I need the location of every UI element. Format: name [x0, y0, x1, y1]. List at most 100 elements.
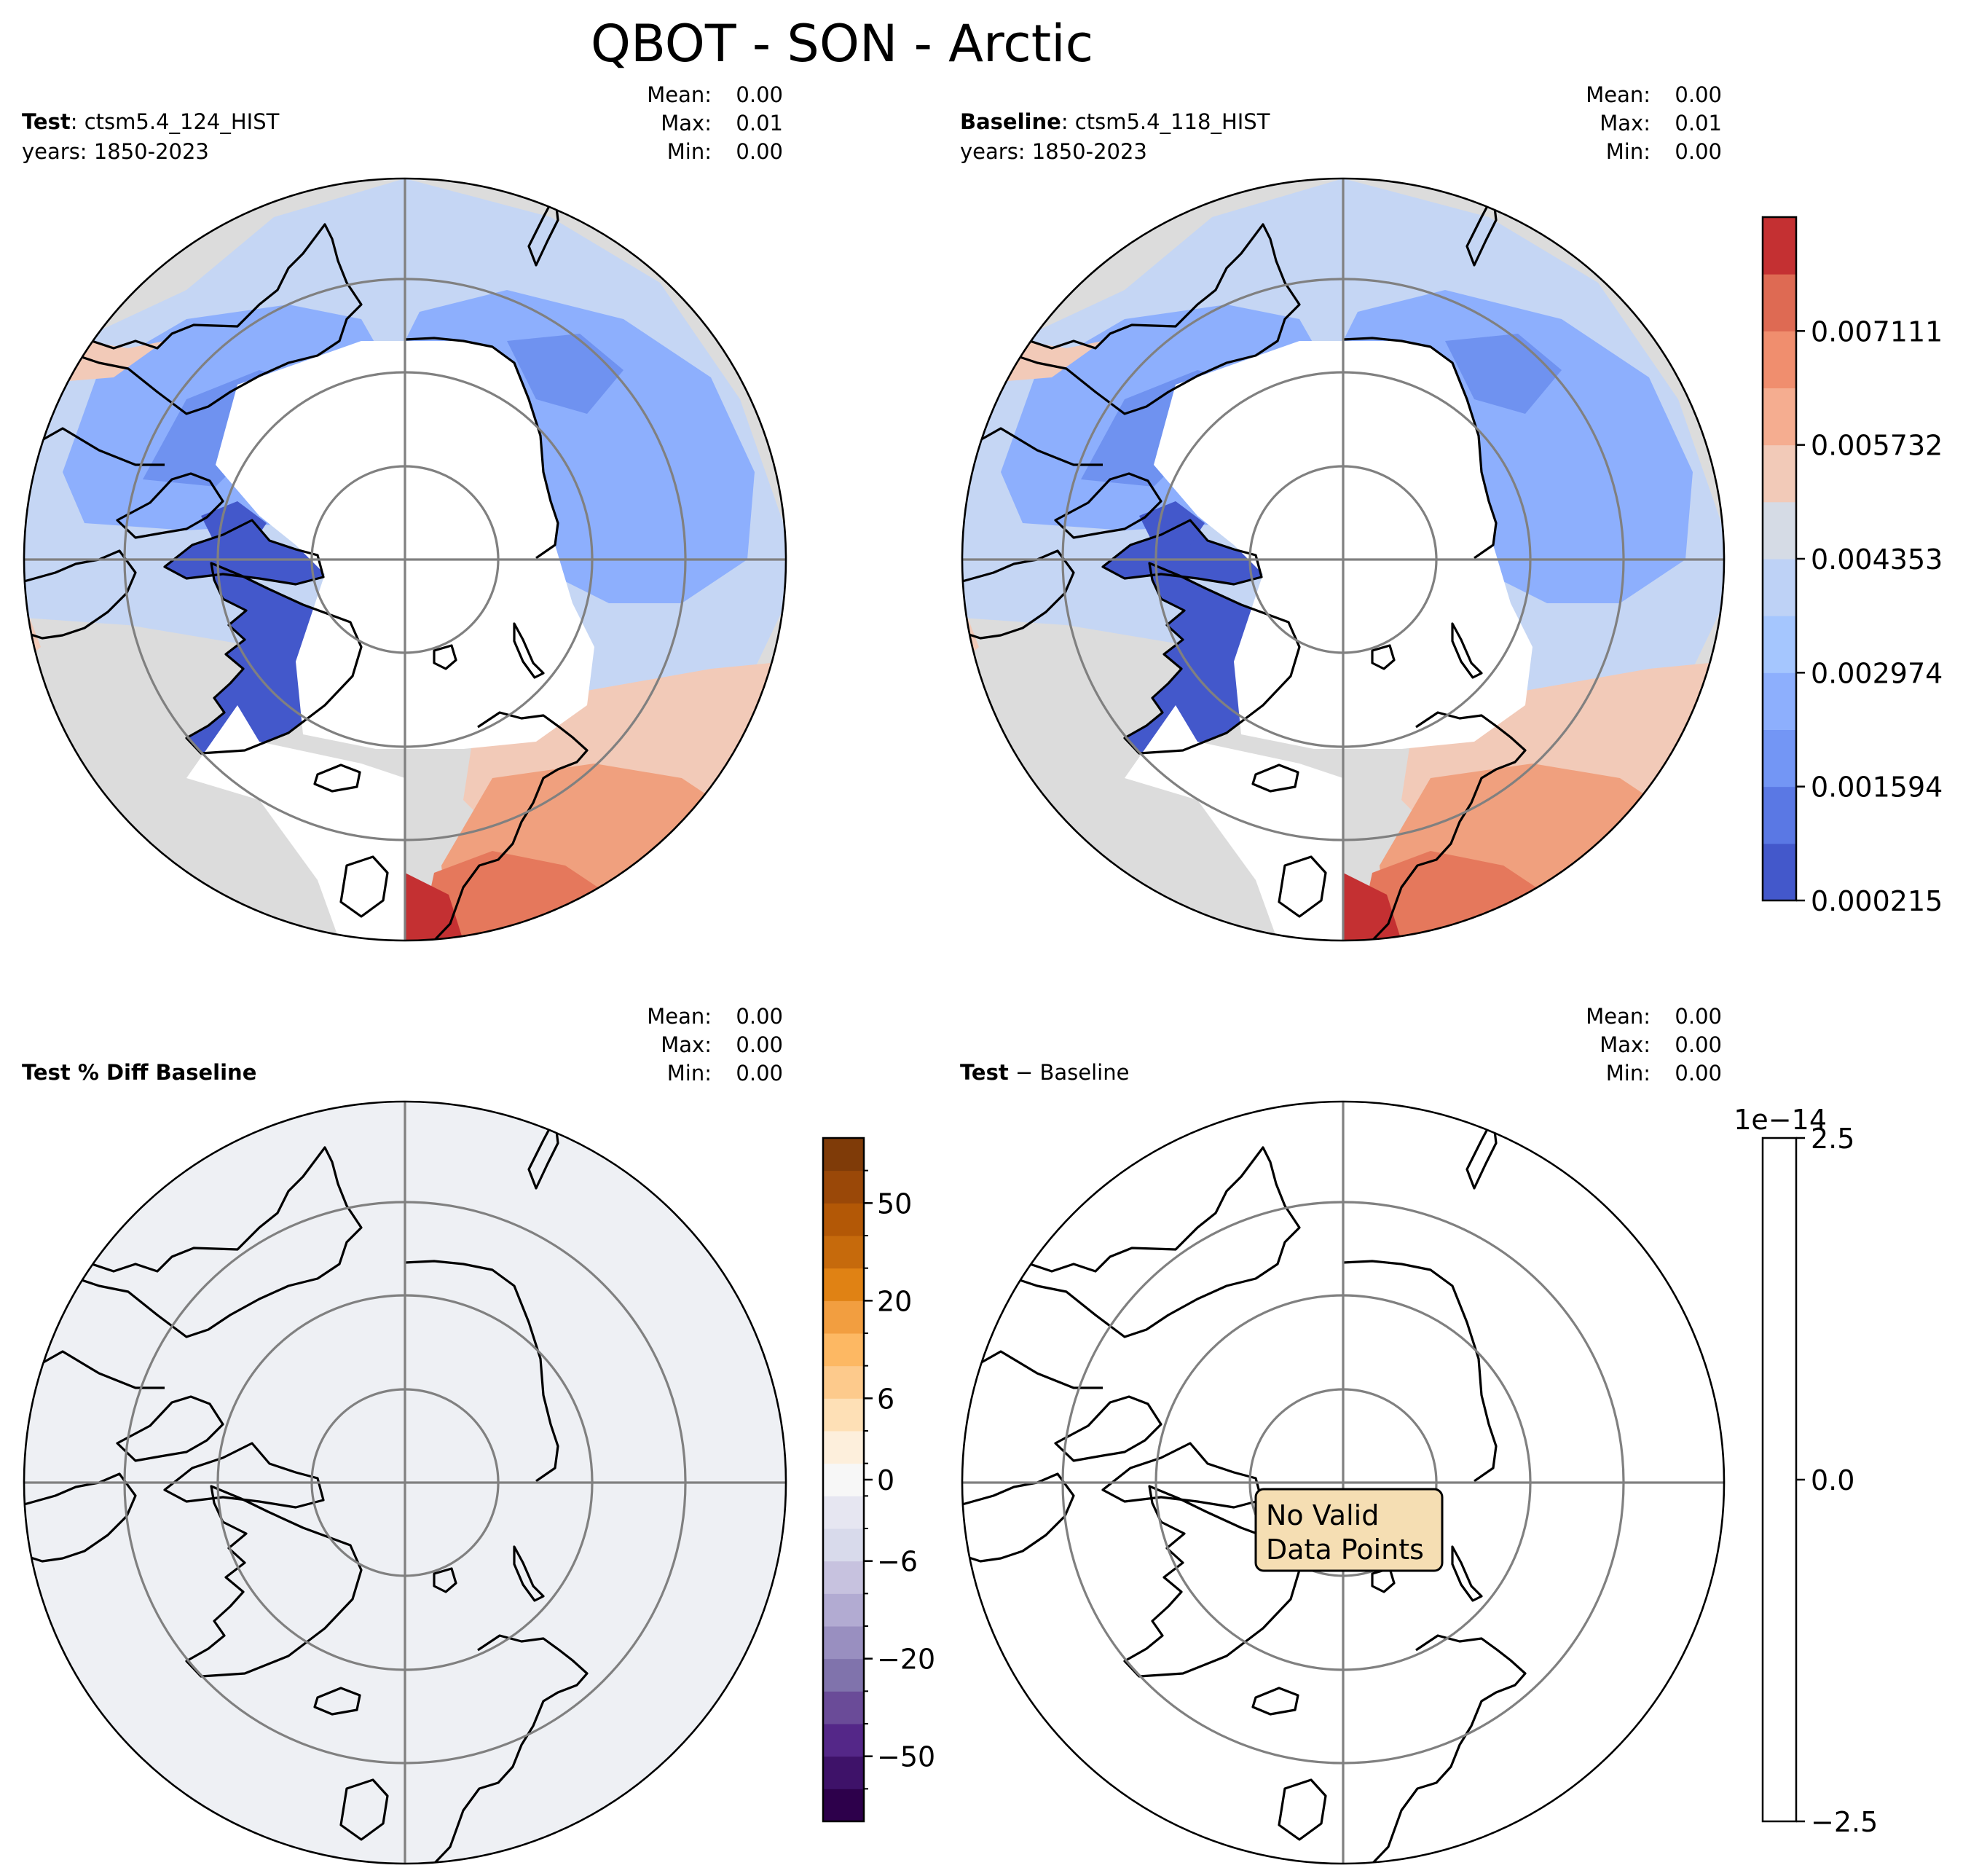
colorbar-main-tick-label: 0.000215 [1811, 885, 1943, 917]
map-pct-diff [23, 1100, 787, 1865]
colorbar-main-tick-label: 0.002974 [1811, 657, 1943, 689]
coastline-open-0 [1342, 337, 1498, 560]
colorbar-pct-band [823, 1170, 864, 1204]
panel-diff-min: 0.00 [1675, 1061, 1722, 1086]
map-boundary [23, 1100, 787, 1865]
colorbar-pct-band [823, 1658, 864, 1692]
coastline-5 [1371, 644, 1396, 670]
panel-diff-max-label: Max: [1600, 1032, 1651, 1057]
coastline-open-1 [1371, 1634, 1527, 1864]
panel-test-min-label: Min: [667, 139, 712, 164]
coastline-open-2 [24, 1350, 165, 1389]
colorbar-pct-diff: −50 −20 −6 0 6 20 50 [822, 1137, 935, 1823]
coastline-1 [163, 519, 325, 586]
coastline-3 [313, 764, 361, 793]
coastline-4 [513, 1545, 545, 1602]
colorbar-pct-tick-label: 6 [877, 1383, 894, 1415]
panel-test-min: 0.00 [736, 139, 783, 164]
coastline-5 [433, 1567, 457, 1593]
panel-baseline-max: 0.01 [1675, 111, 1722, 136]
coastline-2 [1054, 472, 1162, 539]
map-test [23, 177, 787, 942]
colorbar-pct-band [823, 1268, 864, 1301]
map-boundary [961, 1100, 1726, 1865]
panel-diff-min-label: Min: [1606, 1061, 1651, 1086]
colorbar-pct-band [823, 1203, 864, 1236]
coastline-4 [1451, 1545, 1483, 1602]
colorbar-pct-band [823, 1561, 864, 1594]
colorbar-pct-band [823, 1398, 864, 1432]
colorbar-pct-band [823, 1138, 864, 1171]
panel-pct-min: 0.00 [736, 1061, 783, 1086]
coastline-3 [313, 1687, 361, 1716]
colorbar-pct-band [823, 1236, 864, 1269]
colorbar-pct-band [823, 1789, 864, 1822]
coastline-8 [76, 223, 363, 415]
colorbar-main-band [1763, 444, 1796, 503]
coastline-open-0 [1342, 1260, 1498, 1483]
coastline-2 [116, 472, 224, 539]
colorbar-main-band [1763, 729, 1796, 788]
panel-diff-mean: 0.00 [1675, 1004, 1722, 1029]
coastline-4 [513, 622, 545, 679]
coastline-2 [1054, 1395, 1162, 1462]
colorbar-pct-band [823, 1724, 864, 1757]
colorbar-pct-band [823, 1756, 864, 1789]
panel-pct-header: Test % Diff Baseline Mean: 0.00 Max: 0.0… [22, 1004, 783, 1086]
coastline-6 [1278, 1778, 1327, 1841]
panel-diff-title: Test − Baseline [960, 1060, 1129, 1085]
coastline-1 [1101, 1442, 1263, 1509]
panel-baseline-min: 0.00 [1675, 139, 1722, 164]
coastline-open-0 [404, 337, 559, 560]
colorbar-main-tick-label: 0.005732 [1811, 430, 1943, 462]
coastline-0 [185, 562, 363, 755]
panel-test-years: years: 1850-2023 [22, 139, 209, 164]
map-boundary [23, 177, 787, 942]
colorbar-main-band [1763, 672, 1796, 730]
colorbar-pct-band [823, 1463, 864, 1496]
coastline-open-2 [962, 1350, 1103, 1389]
colorbar-pct-band [823, 1496, 864, 1529]
coastline-2 [116, 1395, 224, 1462]
no-data-line-1: No Valid [1266, 1499, 1379, 1531]
colorbar-pct-tick-label: −50 [877, 1741, 935, 1773]
colorbar-main-band [1763, 559, 1796, 616]
panel-test-header: Test: ctsm5.4_124_HIST years: 1850-2023 … [22, 82, 783, 164]
panel-test-max: 0.01 [736, 111, 783, 136]
panel-pct-mean-label: Mean: [647, 1004, 712, 1029]
panel-test-mean-label: Mean: [647, 82, 712, 107]
panel-pct-max-label: Max: [661, 1032, 712, 1057]
colorbar-pct-band [823, 1691, 864, 1724]
colorbar-diff-tick-label: 0.0 [1811, 1464, 1854, 1496]
colorbar-pct-band [823, 1626, 864, 1660]
coastline-open-2 [962, 427, 1103, 466]
panel-baseline-title: Baseline: ctsm5.4_118_HIST [960, 109, 1270, 134]
colorbar-pct-tick-label: −20 [877, 1644, 935, 1676]
coastline-1 [163, 1442, 325, 1509]
colorbar-pct-band [823, 1333, 864, 1367]
panel-baseline-min-label: Min: [1606, 139, 1651, 164]
colorbar-pct-band [823, 1365, 864, 1399]
panel-baseline-mean-label: Mean: [1586, 82, 1651, 107]
coastline-8 [1014, 1146, 1301, 1338]
colorbar-main-tick-label: 0.004353 [1811, 543, 1943, 576]
coastline-4 [1451, 622, 1483, 679]
colorbar-pct-band [823, 1593, 864, 1627]
panel-pct-min-label: Min: [667, 1061, 712, 1086]
colorbar-main-band [1763, 274, 1796, 331]
colorbar-pct-band [823, 1431, 864, 1464]
coastline-6 [1278, 855, 1327, 918]
colorbar-pct-tick-label: 50 [877, 1188, 912, 1220]
colorbar-main-band [1763, 501, 1796, 560]
no-data-line-2: Data Points [1266, 1534, 1424, 1566]
no-data-annotation: No Valid Data Points [1254, 1488, 1444, 1572]
colorbar-main-band [1763, 786, 1796, 844]
colorbar-pct-tick-label: 20 [877, 1285, 912, 1317]
panel-pct-mean: 0.00 [736, 1004, 783, 1029]
coastline-0 [1123, 562, 1301, 755]
coastline-0 [185, 1485, 363, 1678]
colorbar-main-band [1763, 217, 1796, 275]
panel-baseline-mean: 0.00 [1675, 82, 1722, 107]
panel-baseline-years: years: 1850-2023 [960, 139, 1147, 164]
